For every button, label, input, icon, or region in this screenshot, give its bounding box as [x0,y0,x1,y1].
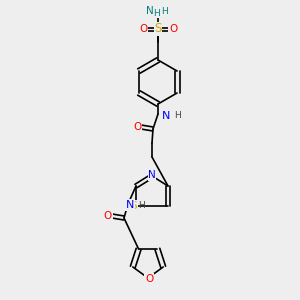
Text: O: O [104,211,112,221]
Text: H: H [138,200,145,209]
Text: N: N [126,200,134,210]
Text: H: H [161,7,168,16]
Text: O: O [139,24,147,34]
Text: S: S [131,201,137,211]
Text: N: N [148,170,156,180]
Text: N: N [162,111,170,121]
Text: O: O [133,122,141,132]
Text: H: H [153,8,159,17]
Text: O: O [145,274,153,284]
Text: O: O [169,24,177,34]
Text: H: H [174,112,181,121]
Text: N: N [146,6,154,16]
Text: S: S [154,22,162,35]
